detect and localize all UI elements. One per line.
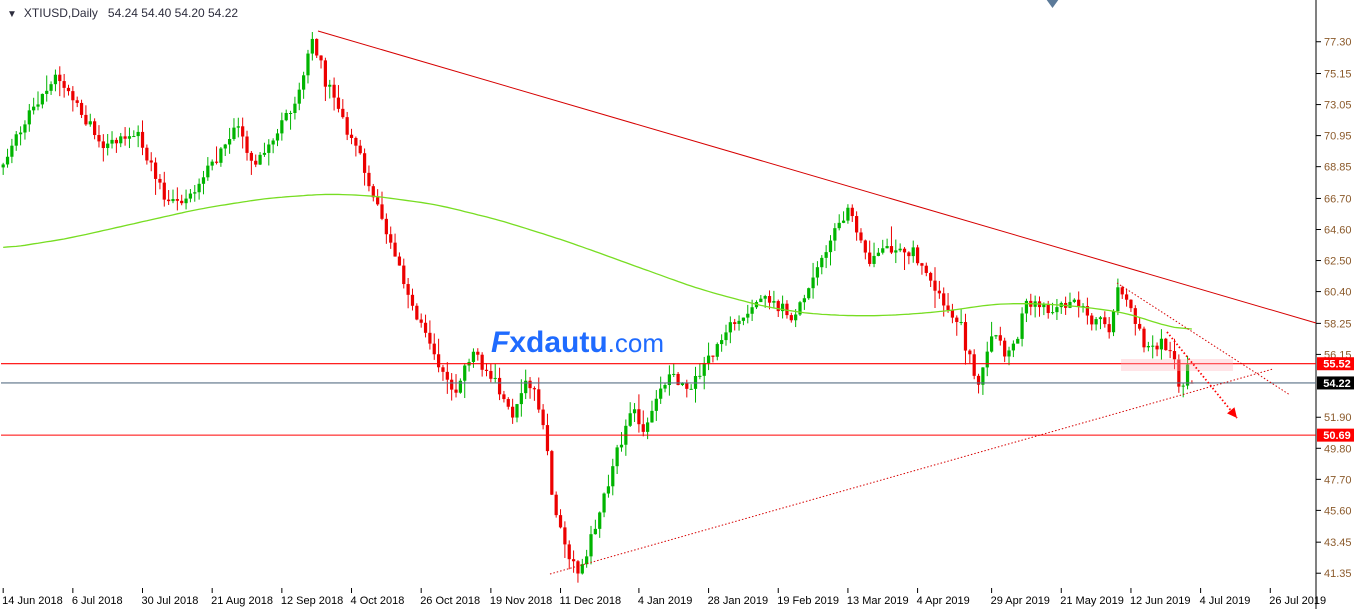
svg-text:54.22: 54.22: [1323, 378, 1351, 390]
svg-text:62.50: 62.50: [1324, 256, 1352, 268]
svg-text:19 Feb 2019: 19 Feb 2019: [777, 595, 839, 607]
svg-text:66.70: 66.70: [1324, 193, 1352, 205]
svg-text:12 Jun 2019: 12 Jun 2019: [1130, 595, 1191, 607]
svg-text:4 Apr 2019: 4 Apr 2019: [917, 595, 970, 607]
svg-text:30 Jul 2018: 30 Jul 2018: [142, 595, 199, 607]
svg-text:21 May 2019: 21 May 2019: [1060, 595, 1124, 607]
svg-text:4 Oct 2018: 4 Oct 2018: [351, 595, 405, 607]
svg-text:70.95: 70.95: [1324, 131, 1352, 143]
svg-text:21 Aug 2018: 21 Aug 2018: [211, 595, 273, 607]
svg-text:77.30: 77.30: [1324, 37, 1352, 49]
svg-text:58.25: 58.25: [1324, 318, 1352, 330]
svg-text:13 Mar 2019: 13 Mar 2019: [847, 595, 909, 607]
svg-text:51.90: 51.90: [1324, 412, 1352, 424]
svg-text:49.80: 49.80: [1324, 443, 1352, 455]
svg-text:26 Oct 2018: 26 Oct 2018: [420, 595, 480, 607]
svg-text:4 Jan 2019: 4 Jan 2019: [638, 595, 692, 607]
svg-text:64.60: 64.60: [1324, 224, 1352, 236]
svg-text:28 Jan 2019: 28 Jan 2019: [708, 595, 769, 607]
svg-text:50.69: 50.69: [1323, 430, 1351, 442]
svg-text:55.52: 55.52: [1323, 359, 1351, 371]
svg-text:75.15: 75.15: [1324, 69, 1352, 81]
svg-text:14 Jun 2018: 14 Jun 2018: [2, 595, 63, 607]
svg-text:11 Dec 2018: 11 Dec 2018: [560, 595, 622, 607]
svg-text:47.70: 47.70: [1324, 474, 1352, 486]
svg-text:73.05: 73.05: [1324, 100, 1352, 112]
svg-text:12 Sep 2018: 12 Sep 2018: [281, 595, 343, 607]
svg-text:60.40: 60.40: [1324, 287, 1352, 299]
svg-text:19 Nov 2018: 19 Nov 2018: [490, 595, 552, 607]
svg-text:41.35: 41.35: [1324, 568, 1352, 580]
svg-text:43.45: 43.45: [1324, 537, 1352, 549]
svg-text:6 Jul 2018: 6 Jul 2018: [72, 595, 123, 607]
svg-text:26 Jul 2019: 26 Jul 2019: [1269, 595, 1326, 607]
svg-text:4 Jul 2019: 4 Jul 2019: [1200, 595, 1251, 607]
svg-text:29 Apr 2019: 29 Apr 2019: [991, 595, 1050, 607]
svg-text:45.60: 45.60: [1324, 505, 1352, 517]
svg-text:68.85: 68.85: [1324, 162, 1352, 174]
